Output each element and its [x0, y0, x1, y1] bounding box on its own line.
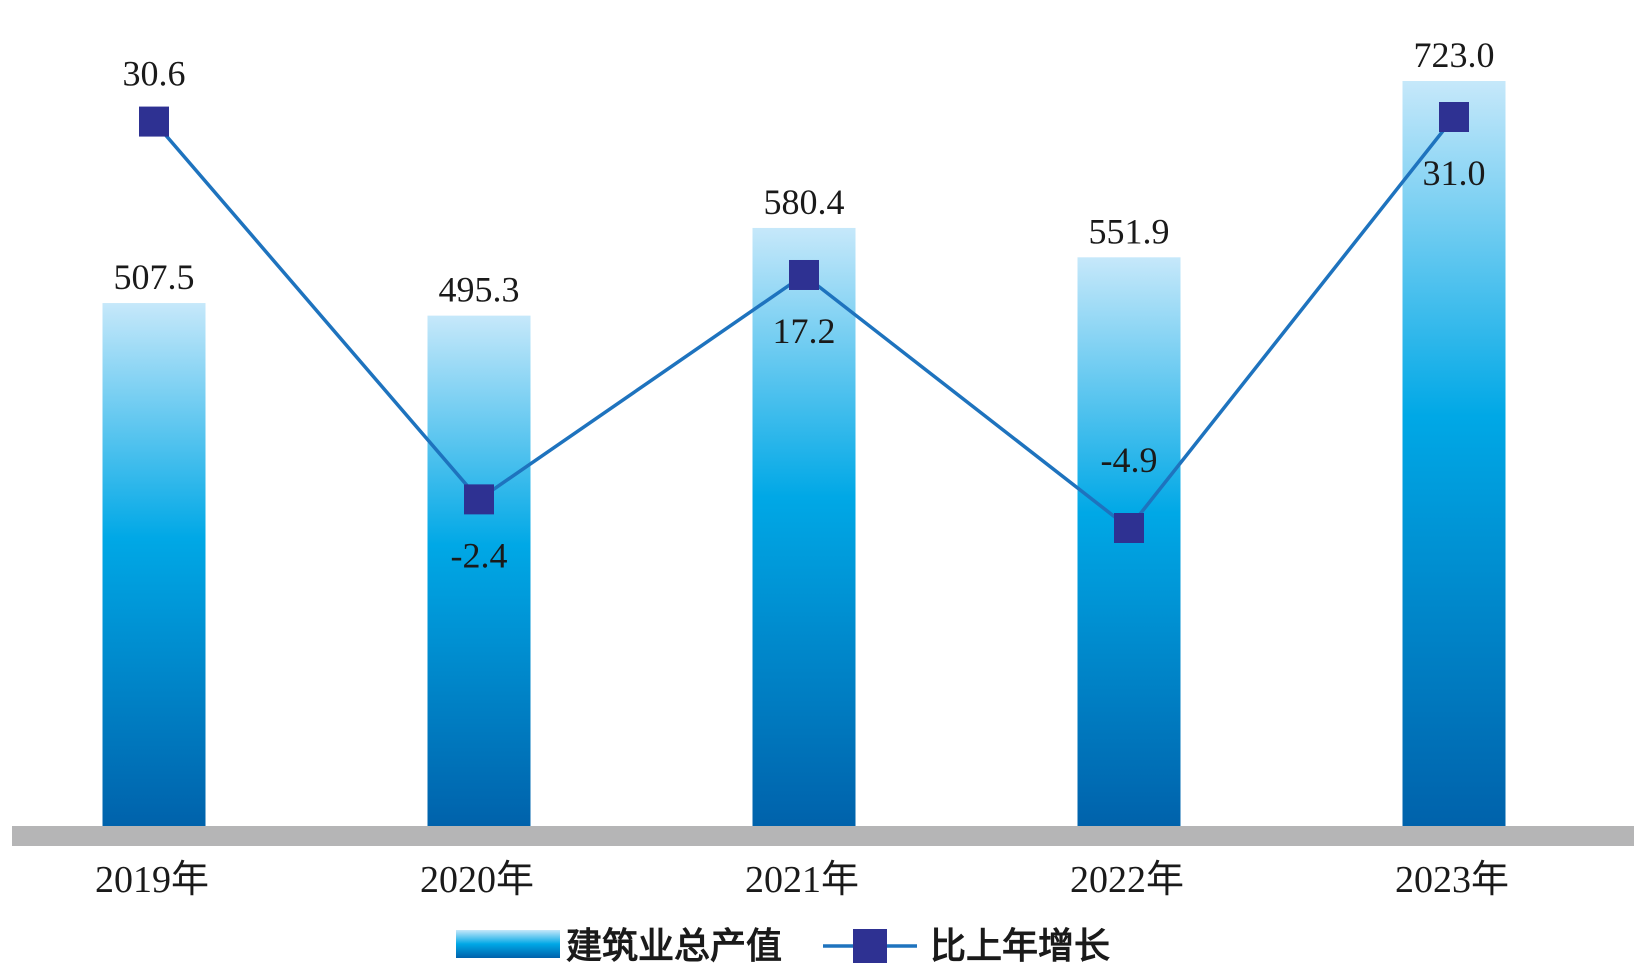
x-tick-2021: 2021年: [745, 859, 859, 901]
legend-line-label: 比上年增长: [930, 926, 1110, 967]
bar-2019: [102, 303, 206, 827]
growth-marker-2019: [139, 106, 169, 137]
x-tick-2019: 2019年: [95, 859, 209, 901]
legend: 建筑业总产值 比上年增长: [456, 926, 1110, 967]
growth-label-2020: -2.4: [451, 535, 508, 575]
growth-label-2021: 17.2: [773, 311, 836, 351]
x-axis-band: [12, 826, 1634, 846]
bar-2020: [427, 315, 531, 826]
bar-label-2023: 723.0: [1414, 35, 1495, 75]
bar-label-2020: 495.3: [439, 270, 520, 310]
growth-label-2023: 31.0: [1423, 153, 1486, 193]
bar-value-labels: 507.5 495.3 580.4 551.9 723.0: [114, 35, 1495, 310]
growth-label-2022: -4.9: [1101, 440, 1158, 480]
bar-label-2021: 580.4: [764, 182, 845, 222]
growth-marker-2023: [1439, 102, 1469, 132]
legend-line-marker: [853, 929, 887, 963]
bar-label-2019: 507.5: [114, 257, 195, 297]
bar-2021: [752, 227, 856, 826]
x-tick-2020: 2020年: [420, 859, 534, 901]
growth-value-labels: 30.6 -2.4 17.2 -4.9 31.0: [123, 54, 1486, 576]
bar-2023: [1402, 81, 1506, 826]
x-axis-tick-labels: 2019年 2020年 2021年 2022年 2023年: [95, 859, 1509, 901]
growth-markers: [139, 102, 1469, 543]
x-tick-2023: 2023年: [1395, 859, 1509, 901]
growth-marker-2020: [464, 484, 494, 515]
legend-bar-label: 建筑业总产值: [566, 926, 782, 967]
legend-bar-swatch: [456, 930, 560, 958]
growth-marker-2022: [1114, 513, 1144, 543]
growth-marker-2021: [789, 259, 819, 290]
bar-label-2022: 551.9: [1089, 211, 1170, 251]
growth-label-2019: 30.6: [123, 54, 186, 94]
x-tick-2022: 2022年: [1070, 859, 1184, 901]
bar-series: [102, 81, 1506, 827]
